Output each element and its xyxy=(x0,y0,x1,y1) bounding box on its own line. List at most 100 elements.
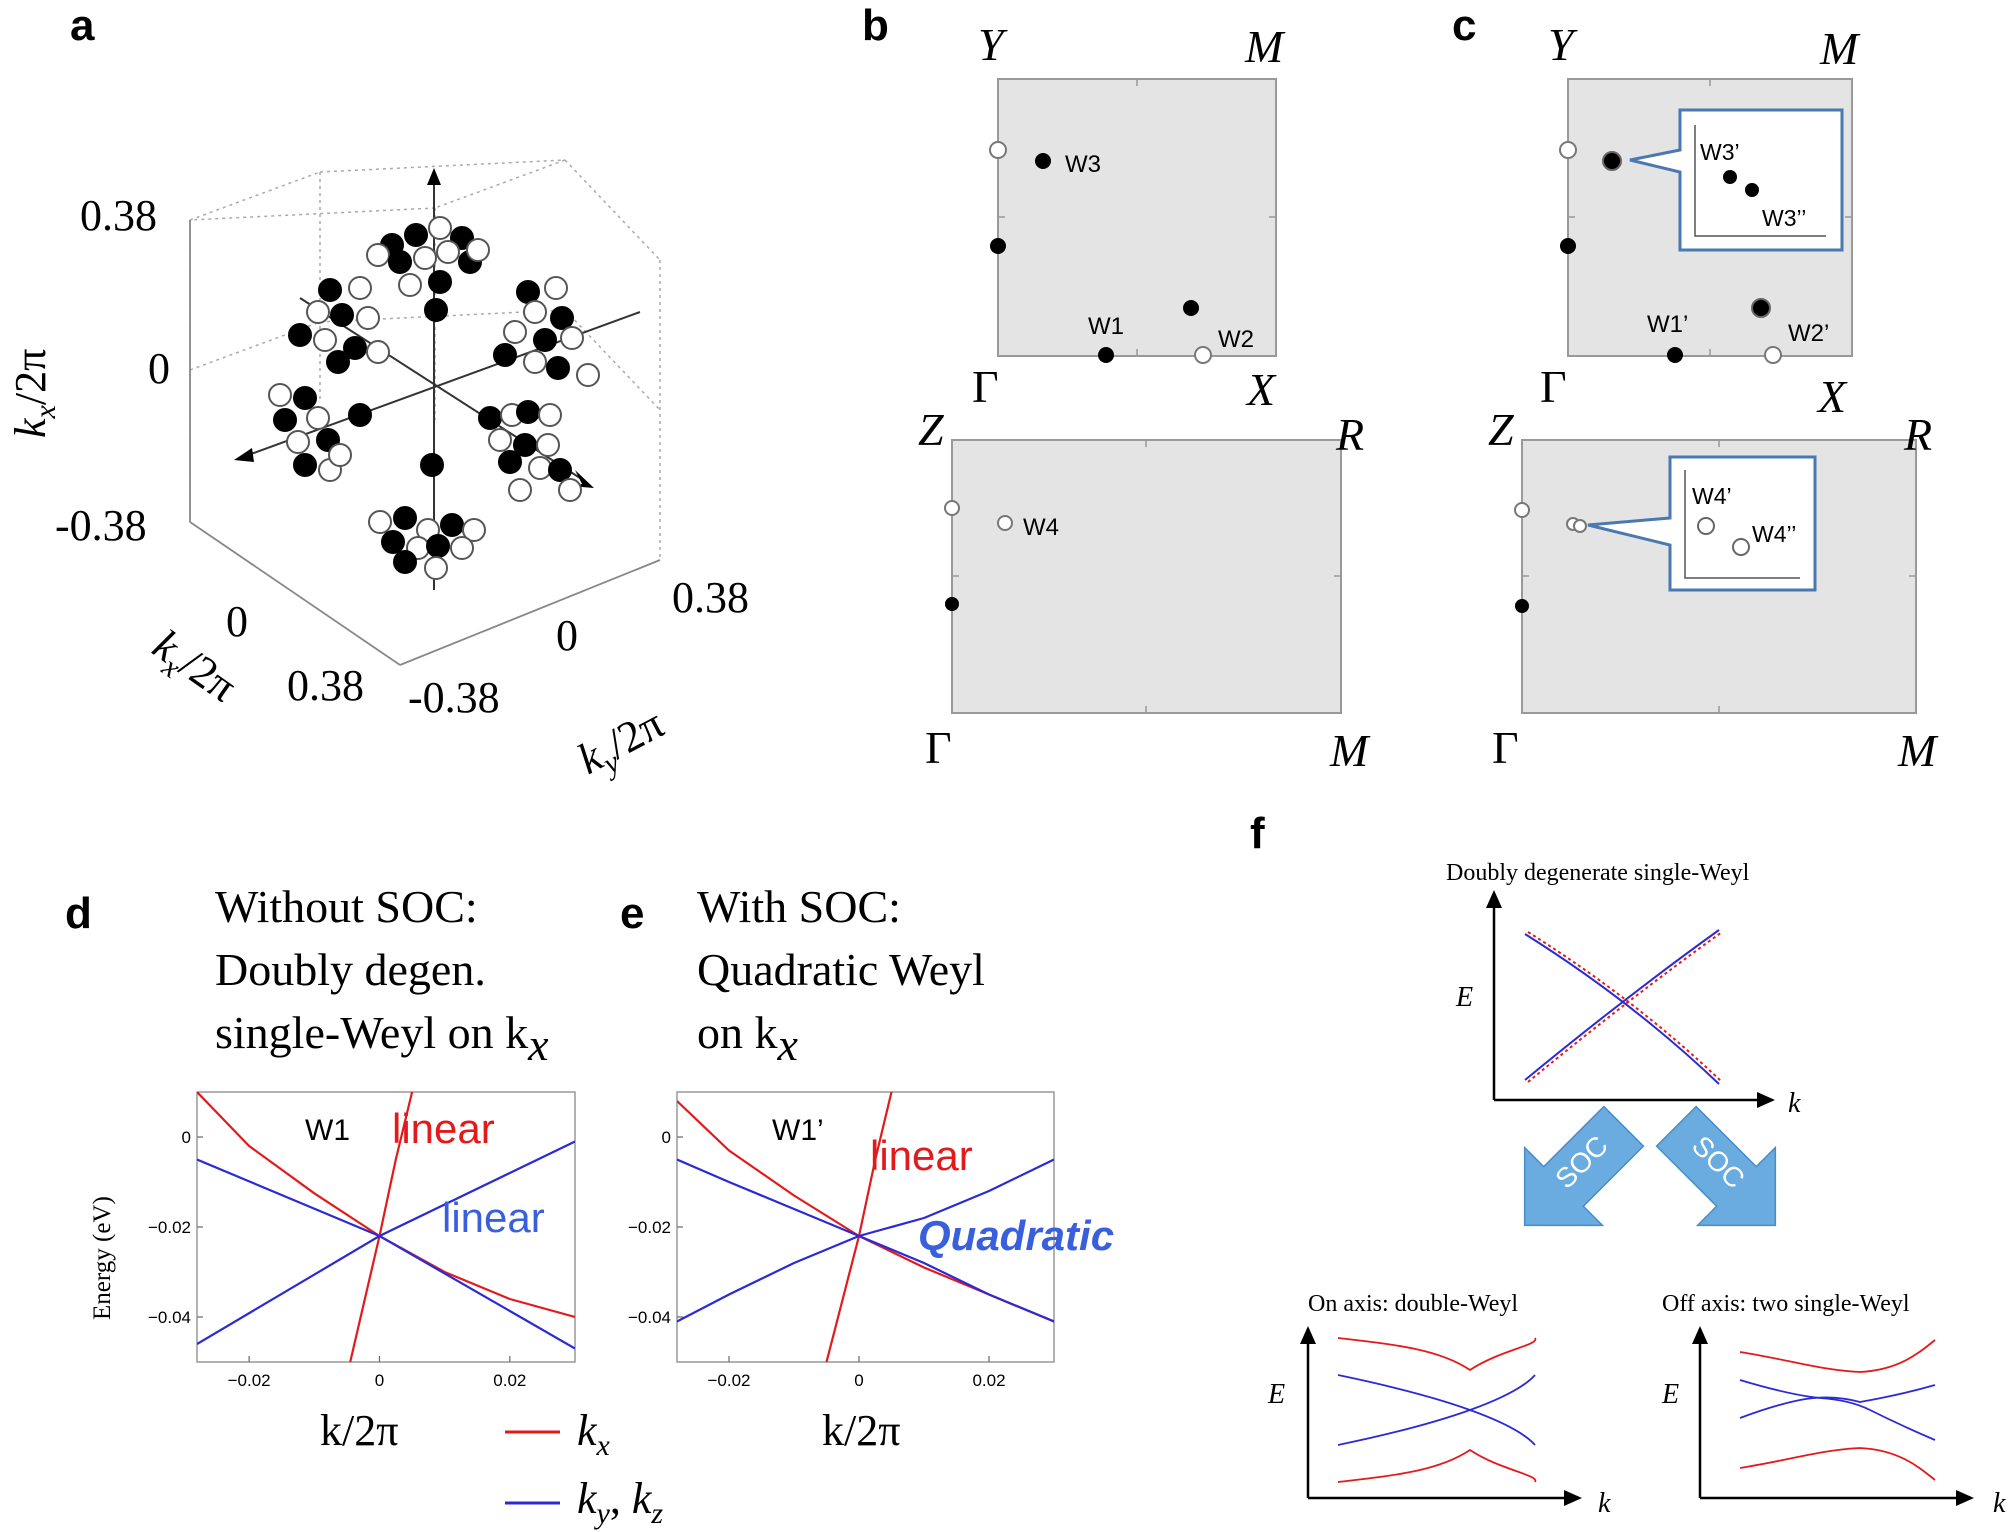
f-right-axes xyxy=(1698,1340,1960,1500)
panel-b: b Y M Γ X W3 W1 W2 Z R Γ M W4 xyxy=(862,1,1371,776)
weyl-point xyxy=(288,323,312,347)
f-left-title: On axis: double-Weyl xyxy=(1308,1291,1518,1317)
b-label-W4: W4 xyxy=(1023,514,1059,541)
c-inset-W4p: W4’ xyxy=(1692,483,1732,509)
weyl-point xyxy=(488,428,512,452)
e-point-W1p: W1’ xyxy=(772,1114,824,1147)
panel-c-top-ticks xyxy=(1568,79,1852,356)
e-title-line2: Quadratic Weyl xyxy=(697,944,985,995)
panel-a-letter: a xyxy=(70,1,95,50)
d-blue-label: linear xyxy=(442,1194,545,1241)
x-tick-label: 0 xyxy=(375,1371,384,1390)
b-label-Y: Y xyxy=(978,19,1008,70)
weyl-point xyxy=(503,320,527,344)
weyl-point xyxy=(268,383,292,407)
weyl-point xyxy=(523,300,547,324)
weyl-point xyxy=(424,556,448,580)
weyl-point xyxy=(498,450,522,474)
weyl-point xyxy=(366,340,390,364)
arrow-up-icon xyxy=(427,168,441,185)
a-tick-y-038: 0.38 xyxy=(672,573,749,622)
weyl-point xyxy=(450,226,474,250)
weyl-point xyxy=(1732,538,1750,556)
weyl-point xyxy=(404,223,428,247)
panel-e: e With SOC: Quadratic Weyl on kx −0.02 0 0… xyxy=(620,881,1114,1455)
c-inset-W3pp: W3’’ xyxy=(1762,205,1806,231)
series-line-blue xyxy=(197,1140,575,1345)
weyl-point xyxy=(426,534,450,558)
weyl-point xyxy=(550,306,574,330)
b-label-W2: W2 xyxy=(1218,326,1254,353)
weyl-point xyxy=(1035,153,1051,169)
e-plot: −0.02 0 0.02 0 −0.02 −0.04 xyxy=(628,1092,1054,1390)
a-tick-x-038: 0.38 xyxy=(287,661,364,710)
x-tick-label: −0.02 xyxy=(707,1371,750,1390)
callout-top-axes xyxy=(1694,125,1826,237)
c-label-X: X xyxy=(1816,371,1848,422)
weyl-point xyxy=(560,326,584,350)
panel-c-letter: c xyxy=(1452,1,1476,50)
callout-bottom-axes xyxy=(1684,470,1800,579)
d-title-line2: Doubly degen. xyxy=(215,944,486,995)
weyl-point xyxy=(516,400,540,424)
weyl-point xyxy=(306,300,330,324)
f-top-curves xyxy=(1524,929,1723,1085)
a-tick-x-0: 0 xyxy=(226,597,248,646)
c-inset-W3p: W3’ xyxy=(1700,139,1740,165)
weyl-point xyxy=(1751,298,1771,318)
panel-b-bottom-ticks xyxy=(952,440,1341,713)
weyl-point xyxy=(286,430,310,454)
x-tick-label: 0 xyxy=(854,1371,863,1390)
c-label-W1p: W1’ xyxy=(1647,311,1688,338)
weyl-point xyxy=(536,433,560,457)
b-label-M-top: M xyxy=(1244,21,1286,72)
weyl-point xyxy=(1560,238,1576,254)
f-top-axes xyxy=(1492,905,1762,1102)
b-label-R: R xyxy=(1335,409,1364,460)
weyl-point xyxy=(1723,170,1737,184)
weyl-point xyxy=(330,303,354,327)
d-point-W1: W1 xyxy=(305,1114,350,1147)
x-tick-label: 0.02 xyxy=(493,1371,526,1390)
a-axis-label-kx-vertical: kx/2π xyxy=(6,349,62,438)
weyl-point xyxy=(424,298,448,322)
weyl-point xyxy=(398,273,422,297)
f-left-k: k xyxy=(1598,1488,1611,1519)
weyl-point xyxy=(1559,141,1577,159)
arrow-down-right-icon xyxy=(570,470,594,488)
f-left-curves xyxy=(1337,1337,1537,1483)
weyl-point xyxy=(1514,502,1530,518)
a-tick-z-0: 0 xyxy=(148,344,170,393)
b-label-X: X xyxy=(1245,364,1277,415)
weyl-point xyxy=(478,406,502,430)
c-label-M-bottom: M xyxy=(1897,725,1939,776)
arrow-left-icon xyxy=(234,448,254,462)
weyl-point xyxy=(326,350,350,374)
weyl-point xyxy=(428,216,452,240)
weyl-point xyxy=(1667,347,1683,363)
weyl-point xyxy=(293,453,317,477)
c-label-W2p: W2’ xyxy=(1788,320,1829,347)
panel-b-top-bz xyxy=(997,78,1277,357)
panel-c: c Y M Γ X W1’ W2’ W3’ W3’’ Z R Γ M xyxy=(1452,1,1939,776)
svg-text:kx/2π: kx/2π xyxy=(6,349,62,438)
weyl-point xyxy=(420,453,444,477)
weyl-point xyxy=(388,250,412,274)
a-tick-y-0: 0 xyxy=(556,611,578,660)
weyl-point xyxy=(576,363,600,387)
weyl-point xyxy=(538,403,562,427)
f-right-E: E xyxy=(1661,1379,1679,1410)
weyl-point xyxy=(508,478,532,502)
d-title-line1: Without SOC: xyxy=(215,881,478,932)
a-tick-y-m038: -0.38 xyxy=(408,673,500,722)
c-label-R: R xyxy=(1903,409,1932,460)
weyl-point xyxy=(313,328,337,352)
weyl-point xyxy=(462,518,486,542)
arrow-right-icon xyxy=(1757,1092,1775,1108)
a-tick-z-038: 0.38 xyxy=(80,191,157,240)
weyl-point xyxy=(1194,346,1212,364)
weyl-point xyxy=(558,478,582,502)
weyl-point xyxy=(273,408,297,432)
c-label-M-top: M xyxy=(1819,23,1861,74)
weyl-point xyxy=(1183,300,1199,316)
